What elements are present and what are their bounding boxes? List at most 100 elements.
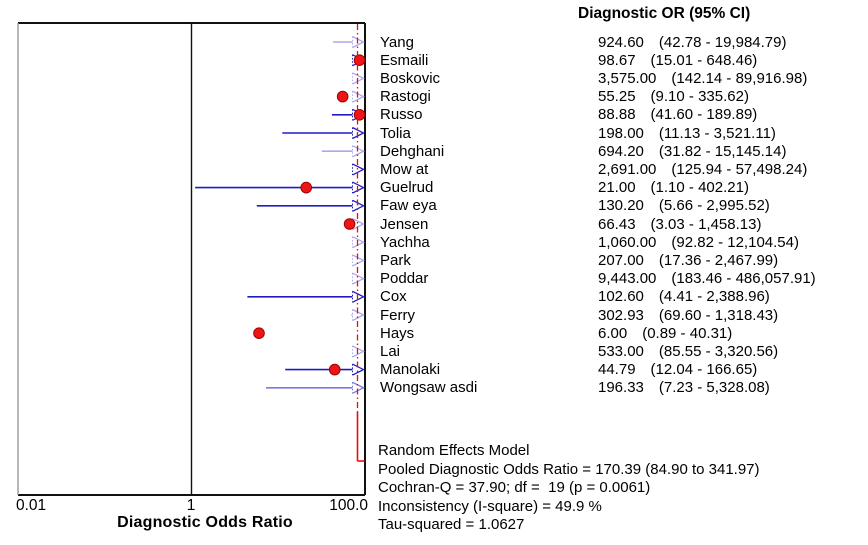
ci-value: (42.78 - 19,984.79)	[658, 33, 787, 51]
x-tick-min: 0.01	[16, 497, 47, 514]
point-estimate-dot	[253, 327, 265, 340]
ci-overflow-arrow-icon	[352, 254, 365, 267]
study-row-marks	[321, 145, 365, 158]
ci-overflow-arrow-icon	[352, 72, 365, 85]
or-value: 44.79	[598, 361, 636, 379]
random-effects-summary: Random Effects Model Pooled Diagnostic Od…	[378, 442, 760, 535]
ci-overflow-arrow-icon	[352, 217, 365, 231]
ci-value: (5.66 - 2,995.52)	[658, 197, 770, 215]
study-or-ci-value: 198.00 (11.13 - 3,521.11)	[598, 125, 776, 142]
study-label: Mow at	[380, 160, 429, 178]
study-or-ci-value: 302.93 (69.60 - 1,318.43)	[598, 307, 778, 324]
study-or-ci-value: 3,575.00 (142.14 - 89,916.98)	[598, 70, 807, 87]
study-label: Lai	[380, 342, 401, 360]
study-or-ci-value: 694.20 (31.82 - 15,145.14)	[598, 143, 786, 160]
or-value: 6.00	[598, 324, 628, 342]
study-or-ci-value: 98.67 (15.01 - 648.46)	[598, 52, 757, 69]
study-row-marks	[352, 236, 365, 249]
ci-value: (15.01 - 648.46)	[650, 51, 758, 69]
ci-value: (92.82 - 12,104.54)	[671, 233, 799, 251]
ci-value: (7.23 - 5,328.08)	[658, 379, 770, 397]
ci-value: (3.03 - 1,458.13)	[650, 215, 762, 233]
or-value: 1,060.00	[598, 233, 657, 251]
ci-value: (0.89 - 40.31)	[642, 324, 733, 342]
study-row-marks	[333, 35, 365, 49]
study-row-marks	[351, 308, 365, 322]
study-row-marks	[336, 90, 365, 103]
or-value: 198.00	[598, 124, 644, 142]
summary-line: Random Effects Model	[378, 442, 530, 459]
study-or-ci-value: 130.20 (5.66 - 2,995.52)	[598, 197, 770, 214]
or-value: 694.20	[598, 142, 644, 160]
study-row-marks	[266, 381, 365, 394]
or-value: 3,575.00	[598, 69, 657, 87]
study-row-marks	[352, 272, 365, 285]
or-value: 66.43	[598, 215, 636, 233]
study-or-ci-value: 88.88 (41.60 - 189.89)	[598, 106, 757, 123]
ci-overflow-arrow-icon	[352, 90, 365, 103]
study-row-marks	[352, 163, 365, 176]
ci-overflow-arrow-icon	[352, 199, 365, 212]
point-estimate-dot	[353, 109, 366, 121]
ci-overflow-arrow-icon	[352, 363, 365, 376]
study-label: Manolaki	[380, 361, 441, 379]
ci-value: (11.13 - 3,521.11)	[658, 124, 776, 142]
study-label: Ferry	[380, 306, 415, 324]
study-label: Wongsaw asdi	[380, 379, 478, 397]
or-value: 55.25	[598, 88, 636, 106]
ci-value: (41.60 - 189.89)	[650, 106, 758, 124]
study-row-marks	[282, 126, 365, 140]
ci-overflow-arrow-icon	[352, 345, 365, 358]
or-value: 102.60	[598, 288, 644, 306]
study-label: Tolia	[380, 124, 411, 142]
study-or-ci-value: 207.00 (17.36 - 2,467.99)	[598, 252, 778, 269]
study-label: Yang	[380, 33, 414, 51]
study-or-ci-value: 102.60 (4.41 - 2,388.96)	[598, 288, 770, 305]
study-label: Esmaili	[380, 51, 429, 69]
ci-overflow-arrow-icon	[352, 290, 365, 303]
x-tick-max: 100.0	[329, 497, 368, 514]
study-label: Hays	[380, 324, 415, 342]
pooled-estimate-marks	[356, 24, 365, 462]
point-estimate-dot	[343, 218, 356, 230]
or-value: 924.60	[598, 33, 644, 51]
or-value: 21.00	[598, 179, 636, 197]
x-axis-title: Diagnostic Odds Ratio	[117, 514, 293, 531]
study-label: Faw eya	[380, 197, 437, 215]
study-or-ci-value: 6.00 (0.89 - 40.31)	[598, 325, 732, 342]
ci-value: (142.14 - 89,916.98)	[671, 69, 808, 87]
study-label: Russo	[380, 106, 423, 124]
study-row-marks	[247, 290, 365, 303]
study-or-ci-value: 55.25 (9.10 - 335.62)	[598, 88, 749, 105]
study-label: Boskovic	[380, 69, 441, 87]
study-row-marks	[195, 181, 365, 194]
study-label: Yachha	[380, 233, 430, 251]
ci-overflow-arrow-icon	[352, 163, 365, 176]
study-row-marks	[285, 363, 365, 376]
study-label: Guelrud	[380, 179, 434, 197]
study-or-ci-value: 21.00 (1.10 - 402.21)	[598, 179, 749, 196]
ci-overflow-arrow-icon	[352, 35, 365, 49]
study-or-ci-value: 66.43 (3.03 - 1,458.13)	[598, 216, 761, 233]
ci-value: (9.10 - 335.62)	[650, 88, 749, 106]
ci-value: (12.04 - 166.65)	[650, 361, 758, 379]
or-value: 98.67	[598, 51, 636, 69]
point-estimate-dot	[353, 54, 366, 67]
point-estimate-dot	[328, 363, 341, 376]
study-row-marks	[331, 108, 366, 121]
study-row-marks	[352, 54, 366, 67]
or-value: 130.20	[598, 197, 644, 215]
or-value: 302.93	[598, 306, 644, 324]
study-or-ci-value: 196.33 (7.23 - 5,328.08)	[598, 379, 770, 396]
x-tick-unity: 1	[186, 497, 196, 514]
study-label: Cox	[380, 288, 407, 306]
study-label: Park	[380, 251, 411, 269]
ci-value: (31.82 - 15,145.14)	[658, 142, 787, 160]
study-label: Poddar	[380, 270, 429, 288]
study-or-ci-value: 9,443.00 (183.46 - 486,057.91)	[598, 270, 816, 287]
study-row-marks	[352, 254, 365, 267]
ci-overflow-arrow-icon	[352, 272, 365, 285]
or-values-column: 924.60 (42.78 - 19,984.79) 98.67 (15.01 - 6…	[598, 0, 868, 545]
